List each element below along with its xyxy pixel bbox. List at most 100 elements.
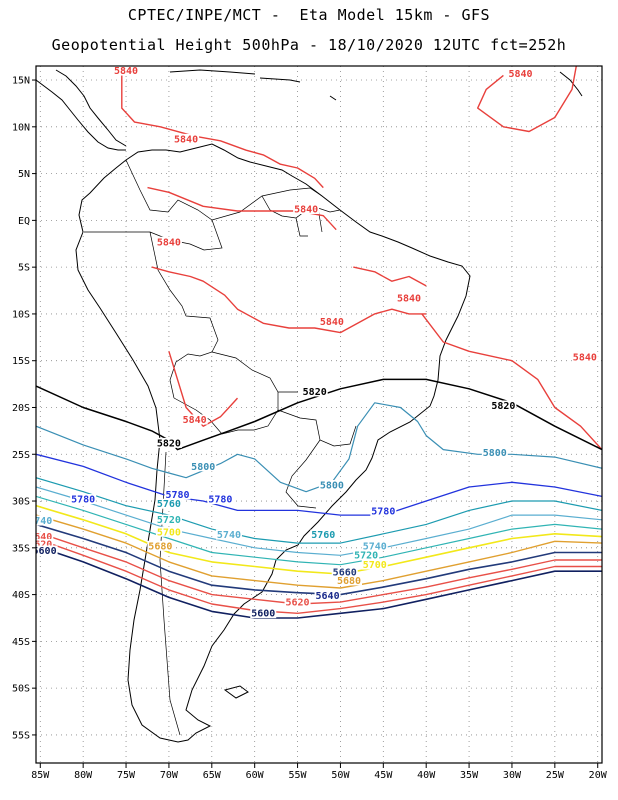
contour-label-5700-7-1: 5700 [363, 560, 387, 571]
lat-tick-label-3: EQ [18, 216, 30, 227]
contour-label-bg-5-0 [36, 515, 54, 526]
lat-tick-label-9: 30S [12, 497, 30, 508]
contour-5840-line-0-2 [151, 266, 427, 334]
contour-label-5820-1-1: 5820 [303, 387, 327, 398]
contour-label-bg-7-0 [155, 526, 182, 537]
contour-label-5780-3-1: 5780 [165, 490, 189, 501]
contour-label-bg-13-0 [314, 590, 341, 601]
contour-label-5680-8-0: 5680 [148, 541, 172, 552]
lat-tick-label-5: 10S [12, 309, 30, 320]
lat-lon-grid [36, 66, 602, 763]
contour-label-bg-12-0 [36, 545, 58, 556]
contour-label-bg-2-1 [318, 480, 345, 491]
contour-label-bg-2-2 [481, 447, 508, 458]
contour-label-5820-1-2: 5820 [491, 401, 515, 412]
contour-5620-line-11-0 [36, 537, 602, 614]
contour-5720-line-6-0 [36, 495, 602, 566]
contour-label-bg-3-2 [207, 494, 234, 505]
contour-label-5800-2-1: 5800 [320, 481, 344, 492]
plot-area [36, 66, 602, 763]
contour-5700-line-7-0 [36, 504, 602, 575]
contour-label-5840-0-2: 5840 [294, 205, 318, 216]
lat-tick-label-6: 15S [12, 356, 30, 367]
lon-tick-label-4: 65W [203, 770, 222, 781]
contour-label-bg-0-8 [507, 68, 534, 79]
lon-tick-label-9: 40W [417, 770, 436, 781]
contour-5840-line-0-6 [477, 66, 577, 133]
lat-tick-label-2: 5N [18, 169, 30, 180]
contour-label-bg-0-7 [181, 414, 208, 425]
lon-tick-label-12: 25W [546, 770, 565, 781]
lon-tick-label-8: 45W [374, 770, 393, 781]
contour-label-5780-3-0: 5780 [71, 495, 95, 506]
contour-label-5660-9-0: 5660 [333, 568, 357, 579]
contour-label-bg-4-1 [310, 529, 337, 540]
contour-5840-line-0-5 [353, 266, 427, 287]
contour-label-bg-11-0 [36, 538, 54, 549]
contour-label-bg-11-1 [284, 596, 311, 607]
contour-label-5740-5-1: 5740 [217, 530, 241, 541]
contour-label-bg-1-0 [155, 437, 182, 448]
contour-label-5840-0-0: 5840 [114, 66, 138, 77]
contour-label-5600-12-0: 5600 [33, 546, 57, 557]
contour-5840-line-0-0 [121, 66, 324, 189]
contour-5840-line-0-4 [168, 351, 239, 427]
lon-tick-label-6: 55W [289, 770, 308, 781]
contour-label-5840-0-5: 5840 [397, 293, 421, 304]
contour-5740-line-5-0 [36, 486, 602, 556]
contour-label-5820-1-0: 5820 [157, 438, 181, 449]
contour-label-5800-2-0: 5800 [191, 462, 215, 473]
lon-tick-label-1: 80W [74, 770, 93, 781]
contour-label-5840-0-8: 5840 [508, 69, 532, 80]
contour-label-bg-9-0 [331, 567, 358, 578]
contour-5820-line-1-0 [36, 378, 602, 451]
central-america-coastline [36, 69, 127, 151]
lon-tick-label-11: 30W [503, 770, 522, 781]
lat-tick-label-11: 40S [12, 590, 30, 601]
contour-label-5840-0-7: 5840 [183, 415, 207, 426]
contour-label-5780-3-2: 5780 [208, 495, 232, 506]
contour-label-bg-0-0 [113, 66, 140, 76]
contour-label-5760-4-0: 5760 [157, 499, 181, 510]
contour-label-bg-6-0 [155, 514, 182, 525]
contour-5680-line-8-0 [36, 514, 602, 589]
contour-label-5840-0-3: 5840 [157, 237, 181, 248]
contour-label-5620-11-1: 5620 [286, 597, 310, 608]
falkland-islands [223, 685, 249, 699]
contour-label-bg-3-3 [370, 506, 397, 517]
contour-5780-line-3-0 [36, 453, 602, 516]
lon-tick-label-7: 50W [331, 770, 350, 781]
contour-label-5800-2-2: 5800 [483, 448, 507, 459]
contour-5840-line-0-3 [421, 313, 602, 451]
contour-label-bg-1-1 [301, 386, 328, 397]
lon-tick-label-2: 75W [117, 770, 136, 781]
contour-label-bg-12-1 [250, 608, 277, 619]
contour-label-bg-0-6 [571, 351, 598, 362]
lat-tick-label-4: 5S [18, 263, 30, 274]
contour-label-5780-3-3: 5780 [371, 507, 395, 518]
contour-label-5600-12-1: 5600 [251, 609, 275, 620]
contour-label-bg-3-0 [70, 494, 97, 505]
lat-tick-label-8: 25S [12, 450, 30, 461]
contour-label-bg-5-1 [215, 529, 242, 540]
contour-label-5640-13-0: 5640 [316, 591, 340, 602]
lat-tick-label-10: 35S [12, 543, 30, 554]
plot-frame [35, 65, 603, 764]
map-title-line-2: Geopotential Height 500hPa - 18/10/2020 … [51, 36, 567, 54]
contour-label-5700-7-0: 5700 [157, 527, 181, 538]
lon-tick-label-13: 20W [589, 770, 608, 781]
contour-label-bg-7-1 [361, 559, 388, 570]
lon-tick-label-0: 85W [31, 770, 50, 781]
contour-label-5720-6-1: 5720 [354, 551, 378, 562]
contour-label-bg-0-5 [396, 292, 423, 303]
contour-label-bg-8-1 [336, 575, 363, 586]
lon-tick-label-5: 60W [246, 770, 265, 781]
caribbean-islands [169, 69, 583, 101]
contour-label-bg-3-1 [164, 489, 191, 500]
contour-label-5620-11-0: 5620 [28, 539, 52, 550]
lat-tick-label-13: 50S [12, 684, 30, 695]
contour-label-5840-0-1: 5840 [174, 134, 198, 145]
contour-label-bg-0-4 [318, 316, 345, 327]
contour-label-5740-5-0: 5740 [28, 516, 52, 527]
